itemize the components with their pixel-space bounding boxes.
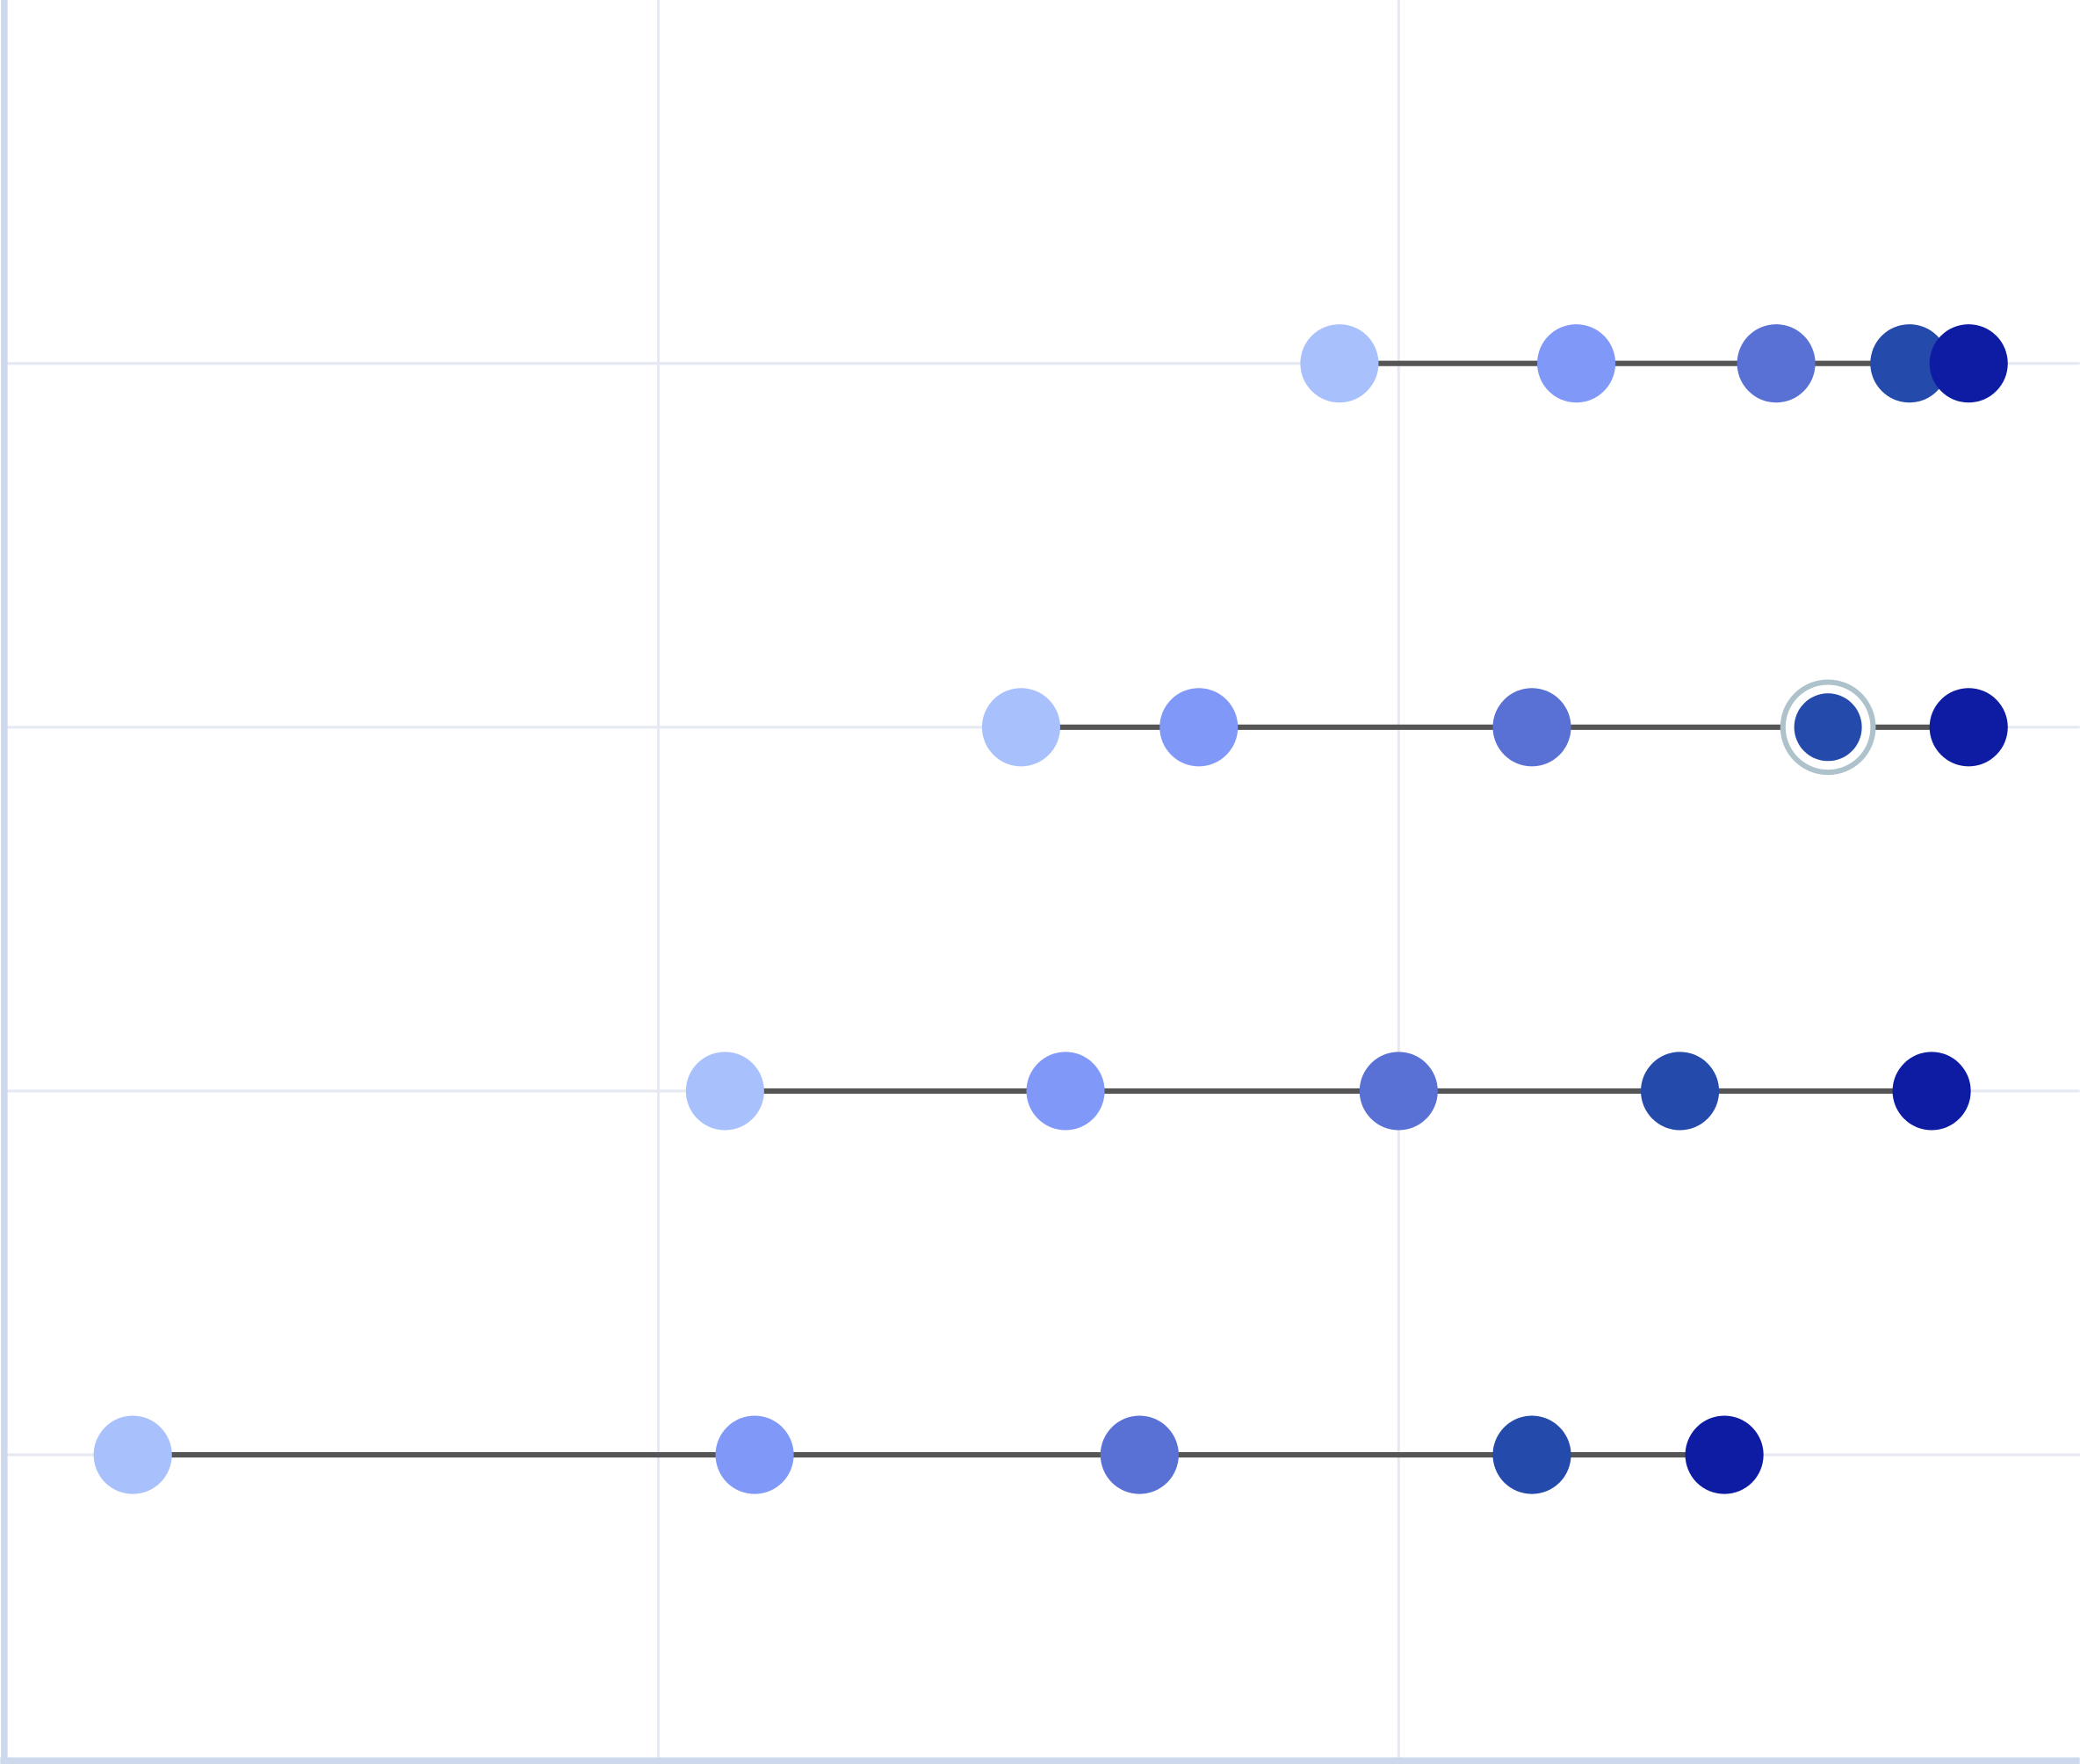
data-point <box>1641 1052 1720 1131</box>
data-point <box>1929 324 2008 403</box>
data-point <box>1492 1415 1571 1494</box>
data-point <box>1537 324 1616 403</box>
data-point <box>1794 693 1862 762</box>
data-point <box>981 688 1061 767</box>
data-point <box>1929 688 2008 767</box>
data-point <box>1870 324 1949 403</box>
data-point <box>1359 1052 1438 1131</box>
data-point <box>1892 1052 1971 1131</box>
data-point <box>93 1415 172 1494</box>
data-point <box>1300 324 1379 403</box>
data-point <box>1026 1052 1105 1131</box>
data-point <box>685 1052 764 1131</box>
data-point <box>1492 688 1571 767</box>
data-point <box>1685 1415 1764 1494</box>
data-point <box>1100 1415 1179 1494</box>
data-point <box>1737 324 1816 403</box>
data-point <box>715 1415 794 1494</box>
data-point <box>1159 688 1239 767</box>
